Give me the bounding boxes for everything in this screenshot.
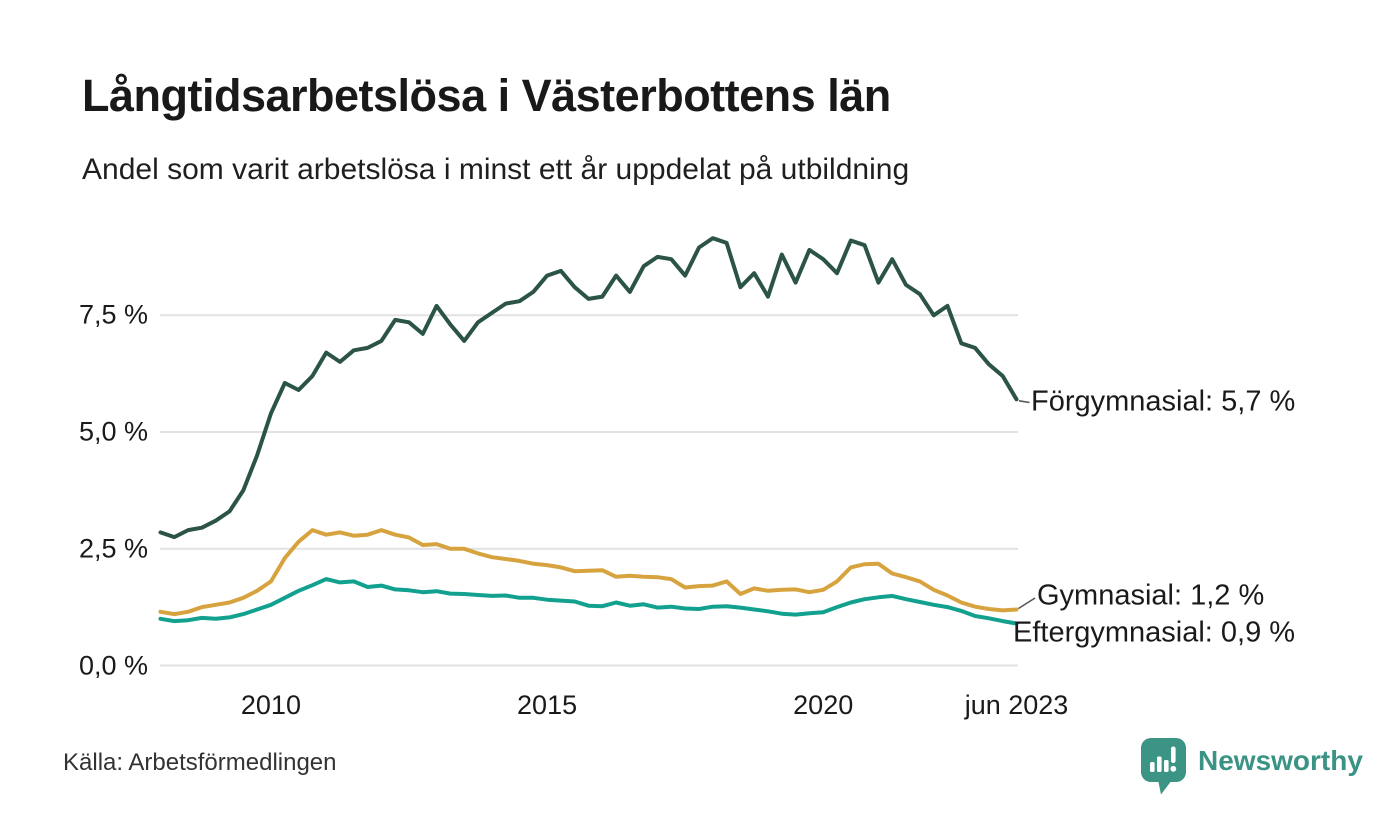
newsworthy-logo-icon [1141,738,1186,795]
y-tick-label: 7,5 % [78,299,148,330]
series-end-label-eftergymnasial: Eftergymnasial: 0,9 % [1013,616,1296,649]
x-tick-label: 2020 [793,690,854,720]
y-tick-label: 5,0 % [78,416,148,447]
label-connector-forgymnasial [1018,400,1030,404]
y-tick-label: 0,0 % [78,650,148,680]
page-subtitle: Andel som varit arbetslösa i minst ett å… [82,153,910,186]
series-line-gymnasial [158,528,1019,617]
y-tick-label: 2,5 % [78,533,148,564]
page-title: Långtidsarbetslösa i Västerbottens län [82,70,891,121]
newsworthy-brand-name: Newsworthy [1198,745,1363,776]
label-connector-gymnasial [1018,597,1036,610]
x-tick-label: 2015 [517,690,578,720]
series-line-forgymnasial [158,236,1019,540]
x-tick-label: jun 2023 [964,690,1069,720]
series-line-eftergymnasial [158,577,1019,626]
series-end-label-forgymnasial: Förgymnasial: 5,7 % [1031,385,1296,418]
series-end-label-gymnasial: Gymnasial: 1,2 % [1037,579,1265,612]
newsworthy-brand: Newsworthy [1140,737,1363,795]
source-note: Källa: Arbetsförmedlingen [63,749,337,776]
x-tick-label: 2010 [240,690,301,720]
